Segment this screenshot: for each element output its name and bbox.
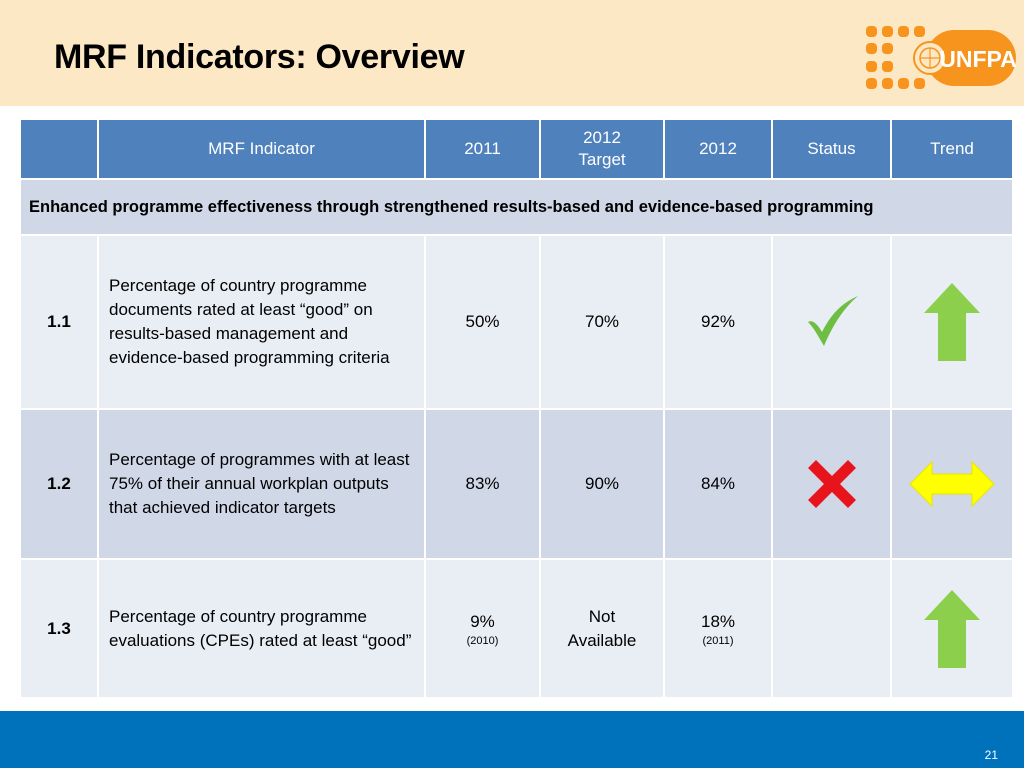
value-2011: 83%	[424, 408, 541, 560]
header-mrf-indicator: MRF Indicator	[97, 118, 426, 180]
header-2011: 2011	[424, 118, 541, 180]
indicator-description: Percentage of country programme evaluati…	[97, 558, 426, 699]
value-2011: 50%	[424, 234, 541, 410]
indicator-id: 1.3	[19, 558, 99, 699]
indicator-description: Percentage of programmes with at least 7…	[97, 408, 426, 560]
value-2012: 84%	[663, 408, 773, 560]
check-icon	[807, 296, 858, 346]
table-row: 1.2 Percentage of programmes with at lea…	[19, 408, 1014, 560]
logo-text: UNFPA	[939, 46, 1016, 72]
mrf-indicators-table: MRF Indicator 2011 2012 Target 2012 Stat…	[19, 118, 1014, 699]
header-trend: Trend	[890, 118, 1014, 180]
header-band: MRF Indicators: Overview UNFPA	[0, 0, 1024, 106]
value-2011-note: (2010)	[466, 634, 499, 647]
trend-cell	[890, 234, 1014, 410]
value-2012: 92%	[663, 234, 773, 410]
table-header-row: MRF Indicator 2011 2012 Target 2012 Stat…	[19, 118, 1014, 180]
value-2012-text: 92%	[700, 312, 736, 331]
value-2011-text: 83%	[465, 474, 500, 493]
value-2012-target: 70%	[539, 234, 665, 410]
trend-cell	[890, 408, 1014, 560]
page-number: 21	[984, 748, 998, 762]
value-2012-note: (2011)	[702, 634, 734, 647]
status-cell	[771, 234, 892, 410]
indicator-id: 1.1	[19, 234, 99, 410]
indicator-description: Percentage of country programme document…	[97, 234, 426, 410]
status-cell	[771, 408, 892, 560]
slide-title: MRF Indicators: Overview	[54, 38, 465, 76]
section-title: Enhanced programme effectiveness through…	[19, 178, 1014, 236]
header-2012-target: 2012 Target	[539, 118, 665, 180]
value-2012: 18% (2011)	[663, 558, 773, 699]
header-blank	[19, 118, 99, 180]
value-2011: 9% (2010)	[424, 558, 541, 699]
header-2012-target-label: 2012 Target	[578, 128, 626, 169]
header-2012: 2012	[663, 118, 773, 180]
arrow-up-icon	[924, 283, 980, 361]
value-2011-text: 50%	[465, 312, 500, 331]
cross-icon	[807, 460, 856, 508]
value-2012-target-text: Not Available	[567, 606, 637, 650]
trend-cell	[890, 558, 1014, 699]
footer-band: 21	[0, 711, 1024, 768]
table-row: 1.3 Percentage of country programme eval…	[19, 558, 1014, 699]
value-2012-target: 90%	[539, 408, 665, 560]
status-cell	[771, 558, 892, 699]
section-row: Enhanced programme effectiveness through…	[19, 178, 1014, 236]
value-2011-text: 9%	[470, 611, 495, 631]
value-2012-target: Not Available	[539, 558, 665, 699]
arrow-up-icon	[924, 589, 980, 668]
table-row: 1.1 Percentage of country programme docu…	[19, 234, 1014, 410]
arrow-left-right-icon	[909, 460, 995, 508]
unfpa-logo: UNFPA	[866, 26, 1016, 89]
header-status: Status	[771, 118, 892, 180]
indicator-id: 1.2	[19, 408, 99, 560]
value-2012-text: 18%	[700, 611, 736, 631]
value-2012-text: 84%	[700, 474, 736, 493]
